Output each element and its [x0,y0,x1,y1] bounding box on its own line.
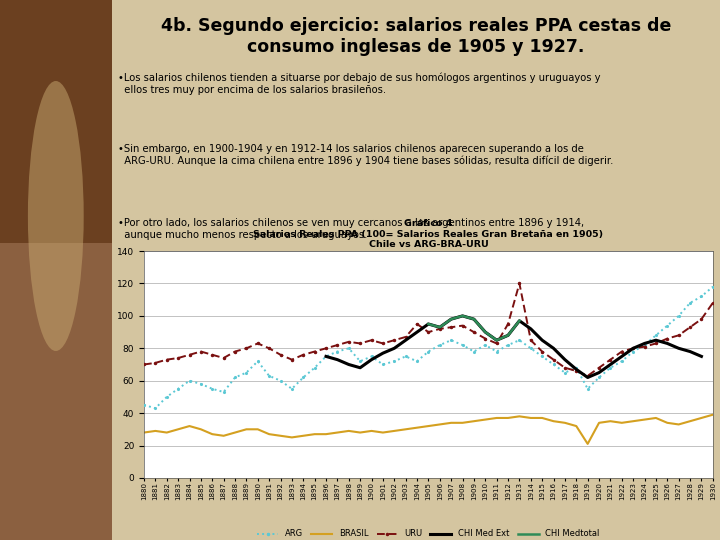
CHI Med Ext [344,361,353,368]
Line: URU: URU [142,281,715,378]
CHI Med Ext [629,345,637,352]
ARG [526,345,535,352]
Text: 4b. Segundo ejercicio: salarios reales PPA cestas de
consumo inglesas de 1905 y : 4b. Segundo ejercicio: salarios reales P… [161,17,671,56]
CHI Med Ext [652,337,660,343]
ARG [276,377,285,384]
CHI Med Ext [492,337,501,343]
CHI Med Ext [515,318,523,324]
CHI Med Ext [595,369,603,376]
CHI Med Ext [504,332,513,339]
URU [561,364,570,371]
CHI Med Ext [640,340,649,347]
ARG [322,353,330,360]
URU [140,361,148,368]
Text: •Por otro lado, los salarios chilenos se ven muy cercanos a los argentinos entre: •Por otro lado, los salarios chilenos se… [117,218,584,240]
CHI Medtotal [424,321,433,327]
URU [310,348,319,355]
CHI Med Ext [618,353,626,360]
CHI Medtotal [504,332,513,339]
CHI Med Ext [458,313,467,319]
Line: CHI Med Ext: CHI Med Ext [326,316,701,377]
CHI Med Ext [572,366,580,373]
CHI Med Ext [424,321,433,327]
CHI Med Ext [561,356,570,363]
CHI Medtotal [458,313,467,319]
CHI Med Ext [367,356,376,363]
URU [697,316,706,322]
BRASIL [322,431,330,437]
CHI Med Ext [526,326,535,332]
CHI Med Ext [413,329,421,335]
CHI Med Ext [322,353,330,360]
CHI Med Ext [481,329,490,335]
ARG [151,405,160,411]
URU [583,373,592,379]
BRASIL [697,415,706,421]
CHI Med Ext [379,350,387,356]
Line: CHI Medtotal: CHI Medtotal [428,316,519,340]
ARG [708,284,717,290]
CHI Medtotal [492,337,501,343]
CHI Medtotal [436,324,444,330]
CHI Med Ext [356,364,364,371]
CHI Med Ext [469,316,478,322]
Circle shape [28,81,84,351]
URU [322,345,330,352]
Title: Gráfico 4
Salarios Reales PPA (100= Salarios Reales Gran Bretaña en 1905)
Chile : Gráfico 4 Salarios Reales PPA (100= Sala… [253,219,603,249]
CHI Med Ext [583,374,592,381]
CHI Med Ext [333,356,342,363]
Text: •Sin embargo, en 1900-1904 y en 1912-14 los salarios chilenos aparecen superando: •Sin embargo, en 1900-1904 y en 1912-14 … [117,144,613,166]
ARG [333,348,342,355]
Bar [0,0,112,243]
BRASIL [549,418,558,424]
CHI Med Ext [401,337,410,343]
CHI Med Ext [675,345,683,352]
BRASIL [140,429,148,436]
Line: BRASIL: BRASIL [144,415,713,444]
URU [526,337,535,343]
Text: •Los salarios chilenos tienden a situarse por debajo de sus homólogos argentinos: •Los salarios chilenos tienden a situars… [117,73,600,95]
CHI Med Ext [538,337,546,343]
Bar [0,243,112,540]
BRASIL [583,441,592,447]
CHI Medtotal [469,316,478,322]
CHI Medtotal [515,318,523,324]
URU [265,345,274,352]
ARG [697,293,706,300]
CHI Med Ext [663,340,672,347]
URU [515,280,523,287]
CHI Med Ext [390,345,399,352]
BRASIL [708,411,717,418]
ARG [140,402,148,408]
CHI Medtotal [481,329,490,335]
Line: ARG: ARG [143,285,714,410]
BRASIL [515,413,523,420]
BRASIL [265,431,274,437]
CHI Med Ext [697,353,706,360]
CHI Med Ext [436,324,444,330]
CHI Med Ext [606,361,615,368]
BRASIL [310,431,319,437]
ARG [561,369,570,376]
Legend: ARG, BRASIL, URU, CHI Med Ext, CHI Medtotal: ARG, BRASIL, URU, CHI Med Ext, CHI Medto… [254,526,603,540]
CHI Medtotal [447,316,456,322]
CHI Med Ext [447,316,456,322]
CHI Med Ext [549,345,558,352]
URU [708,300,717,306]
CHI Med Ext [685,348,694,355]
